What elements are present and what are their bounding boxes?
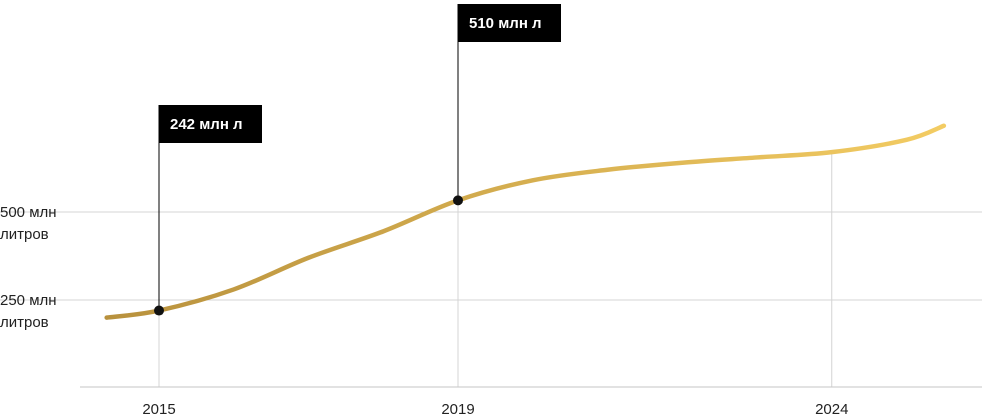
annotation-label: 510 млн л <box>469 15 542 32</box>
x-tick-label: 2024 <box>815 401 848 418</box>
series-line <box>107 126 944 318</box>
data-point-marker <box>154 306 164 316</box>
y-tick-label-line2: литров <box>0 226 49 243</box>
x-tick-label: 2015 <box>142 401 175 418</box>
x-tick-label: 2019 <box>441 401 474 418</box>
annotation-label: 242 млн л <box>170 116 243 133</box>
y-tick-label-line2: литров <box>0 314 49 331</box>
callout-layer: 242 млн л 510 млн л <box>159 4 561 311</box>
line-layer <box>107 126 944 318</box>
y-tick-label: 250 млн литров <box>0 292 57 331</box>
y-tick-label-line1: 250 млн <box>0 292 57 309</box>
grid-layer <box>0 150 982 387</box>
y-tick-label: 500 млн литров <box>0 204 57 243</box>
data-point-marker <box>453 195 463 205</box>
y-tick-label-line1: 500 млн <box>0 204 57 221</box>
label-layer: 250 млн литров 500 млн литров 2015 2019 2024 <box>0 204 848 418</box>
